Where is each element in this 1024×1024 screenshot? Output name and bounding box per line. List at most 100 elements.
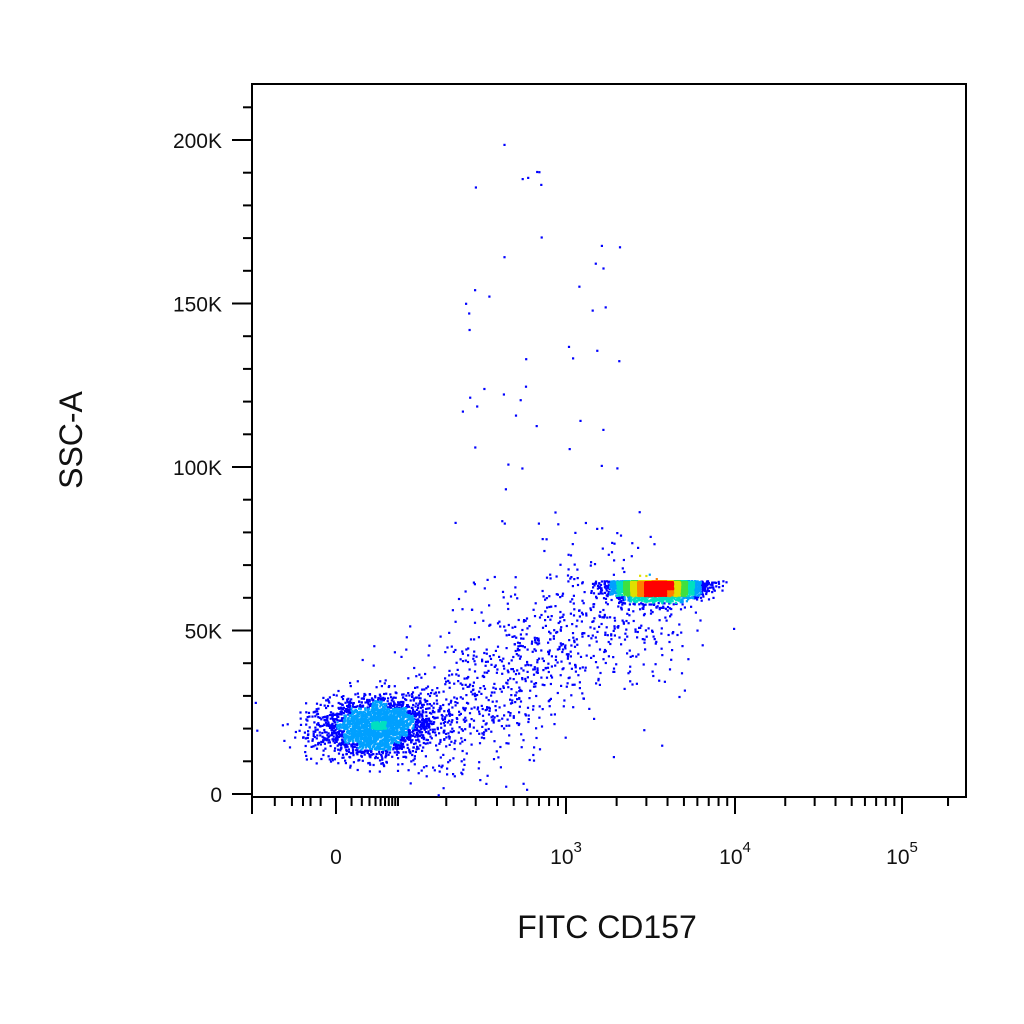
data-point (600, 580, 603, 583)
data-point (311, 739, 314, 742)
data-point (407, 677, 410, 680)
data-point (706, 580, 709, 583)
data-point (323, 738, 326, 741)
data-point (450, 721, 453, 724)
data-point (347, 701, 350, 704)
data-point (623, 593, 626, 597)
data-point (465, 302, 468, 305)
data-point (357, 721, 360, 724)
data-point (528, 697, 531, 700)
data-point (371, 703, 374, 706)
data-point (331, 728, 334, 731)
data-point (547, 670, 550, 674)
data-point (447, 732, 450, 735)
data-point (359, 721, 362, 724)
data-point (619, 583, 622, 586)
data-point (364, 750, 367, 753)
data-point (569, 554, 573, 557)
data-point (384, 756, 387, 759)
data-point (317, 707, 320, 710)
data-point (599, 610, 602, 614)
data-point (604, 584, 607, 587)
data-point (671, 596, 674, 599)
data-point (357, 722, 361, 725)
data-point (312, 730, 315, 733)
data-point (416, 713, 419, 716)
data-point (582, 697, 585, 700)
data-point (337, 748, 340, 751)
data-point (614, 591, 617, 594)
data-point (540, 236, 543, 239)
data-point (429, 722, 432, 725)
data-point (367, 746, 370, 749)
data-point (391, 716, 394, 720)
data-point (401, 693, 404, 696)
data-point (616, 594, 619, 597)
data-point (568, 639, 571, 642)
data-point (442, 731, 445, 734)
data-point (516, 641, 520, 644)
data-point (314, 726, 317, 729)
data-point (613, 634, 616, 637)
data-point (722, 580, 725, 583)
data-point (409, 699, 412, 702)
data-point (631, 683, 634, 686)
data-point (432, 715, 435, 719)
data-point (387, 706, 390, 709)
data-point (356, 723, 359, 726)
data-point (426, 717, 429, 720)
data-point (325, 731, 328, 734)
data-point (412, 720, 415, 723)
data-point (373, 739, 376, 742)
data-point (473, 706, 476, 709)
data-point (621, 585, 624, 588)
data-point (616, 467, 619, 470)
data-point (357, 730, 360, 733)
data-point (439, 635, 442, 638)
data-point (373, 716, 377, 719)
data-point (460, 737, 463, 740)
data-point (425, 717, 428, 721)
data-point (467, 654, 470, 657)
data-point (465, 719, 468, 722)
data-point (319, 734, 322, 737)
data-point (346, 698, 349, 701)
data-point (566, 682, 569, 685)
data-point (494, 664, 497, 667)
data-point (388, 732, 391, 735)
data-point (326, 723, 329, 727)
data-point (435, 694, 438, 697)
data-point (373, 707, 376, 710)
data-point (695, 597, 698, 600)
data-point (515, 691, 518, 694)
data-point (442, 787, 445, 790)
data-point (413, 755, 416, 758)
data-point (413, 763, 416, 766)
data-point (361, 738, 364, 741)
data-point (376, 731, 379, 734)
data-point (534, 682, 538, 685)
data-point (575, 625, 578, 628)
data-point (678, 596, 681, 599)
data-point (696, 594, 699, 597)
data-point (498, 706, 501, 709)
data-point (430, 692, 433, 695)
data-point (425, 723, 428, 726)
data-point (625, 619, 628, 623)
data-point (367, 762, 370, 765)
data-point (425, 711, 428, 714)
data-point (412, 759, 415, 762)
data-point (350, 730, 353, 733)
data-point (336, 725, 339, 728)
data-point (627, 589, 631, 592)
data-point (334, 747, 337, 750)
data-point (404, 755, 407, 758)
data-point (503, 625, 506, 628)
data-point (596, 349, 599, 352)
data-point (597, 677, 600, 680)
data-point (624, 632, 627, 635)
data-point (546, 606, 549, 609)
data-point (454, 521, 457, 524)
data-point (658, 599, 661, 602)
data-point (421, 718, 425, 721)
